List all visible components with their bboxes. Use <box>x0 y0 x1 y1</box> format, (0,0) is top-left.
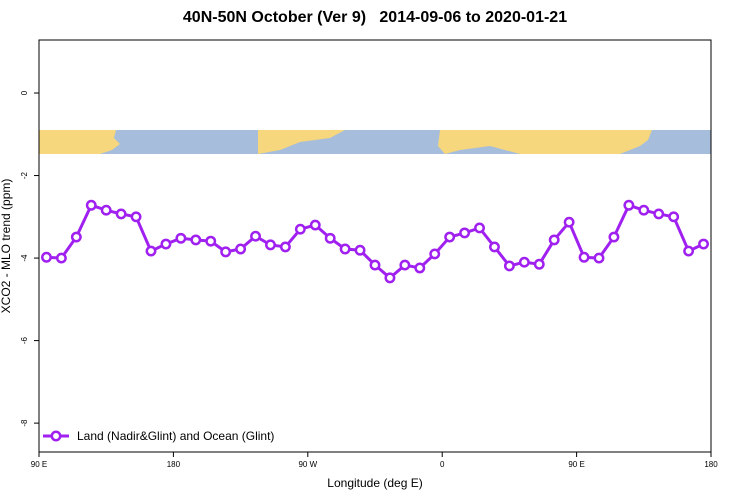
legend-marker <box>50 430 62 442</box>
plot-frame <box>38 39 712 453</box>
data-point <box>130 211 142 223</box>
x-tick-label: 90 W <box>298 460 317 469</box>
data-point <box>115 208 127 220</box>
data-point <box>85 199 97 211</box>
x-tick-label: 0 <box>440 460 445 469</box>
data-point <box>279 241 291 253</box>
data-point <box>593 252 605 264</box>
data-point <box>190 234 202 246</box>
x-tick-label: 90 E <box>568 460 584 469</box>
data-point <box>638 204 650 216</box>
data-point <box>250 230 261 242</box>
data-point <box>548 234 560 246</box>
data-point <box>41 251 52 263</box>
y-tick-label: -2 <box>20 171 29 179</box>
data-point <box>653 208 665 220</box>
y-tick-label: 0 <box>20 90 29 95</box>
data-point <box>668 211 680 223</box>
chart-title: 40N-50N October (Ver 9) 2014-09-06 to 20… <box>183 9 567 26</box>
data-point <box>623 199 635 211</box>
x-tick-label: 180 <box>704 460 718 469</box>
y-axis-label: XCO2 - MLO trend (ppm) <box>0 179 13 314</box>
data-point <box>220 246 232 258</box>
data-point <box>354 244 366 256</box>
data-point <box>339 243 351 255</box>
data-point <box>294 223 306 235</box>
y-tick-label: -4 <box>20 254 29 262</box>
data-point <box>145 245 157 257</box>
data-point <box>608 231 620 243</box>
data-point <box>100 204 112 216</box>
x-axis-label: Longitude (deg E) <box>327 476 422 490</box>
land <box>39 130 120 154</box>
data-point <box>55 252 67 264</box>
data-point <box>70 231 82 243</box>
data-point <box>265 239 276 251</box>
data-point <box>309 219 321 231</box>
data-point <box>533 258 545 270</box>
data-point <box>324 232 336 244</box>
data-point <box>175 232 187 244</box>
x-tick-label: 180 <box>167 460 181 469</box>
data-point <box>235 243 247 255</box>
land <box>438 130 652 154</box>
data-point <box>503 260 515 272</box>
data-point <box>414 262 426 274</box>
y-tick-label: -6 <box>20 336 29 344</box>
data-point <box>399 259 411 271</box>
data-point <box>698 238 709 250</box>
data-point <box>444 231 456 243</box>
data-point <box>563 216 575 228</box>
data-point <box>459 227 471 239</box>
data-point <box>489 241 500 253</box>
data-point <box>578 251 590 263</box>
data-point <box>205 235 217 247</box>
data-point <box>160 238 172 250</box>
data-point <box>384 272 396 284</box>
data-point <box>474 222 485 234</box>
map-strip <box>39 130 711 154</box>
land <box>258 130 345 154</box>
data-point <box>518 256 530 268</box>
data-point <box>369 259 381 271</box>
x-tick-label: 90 E <box>31 460 47 469</box>
data-point <box>683 245 695 257</box>
y-tick-label: -8 <box>20 419 29 427</box>
legend-label: Land (Nadir&Glint) and Ocean (Glint) <box>77 429 274 443</box>
data-point <box>429 248 441 260</box>
